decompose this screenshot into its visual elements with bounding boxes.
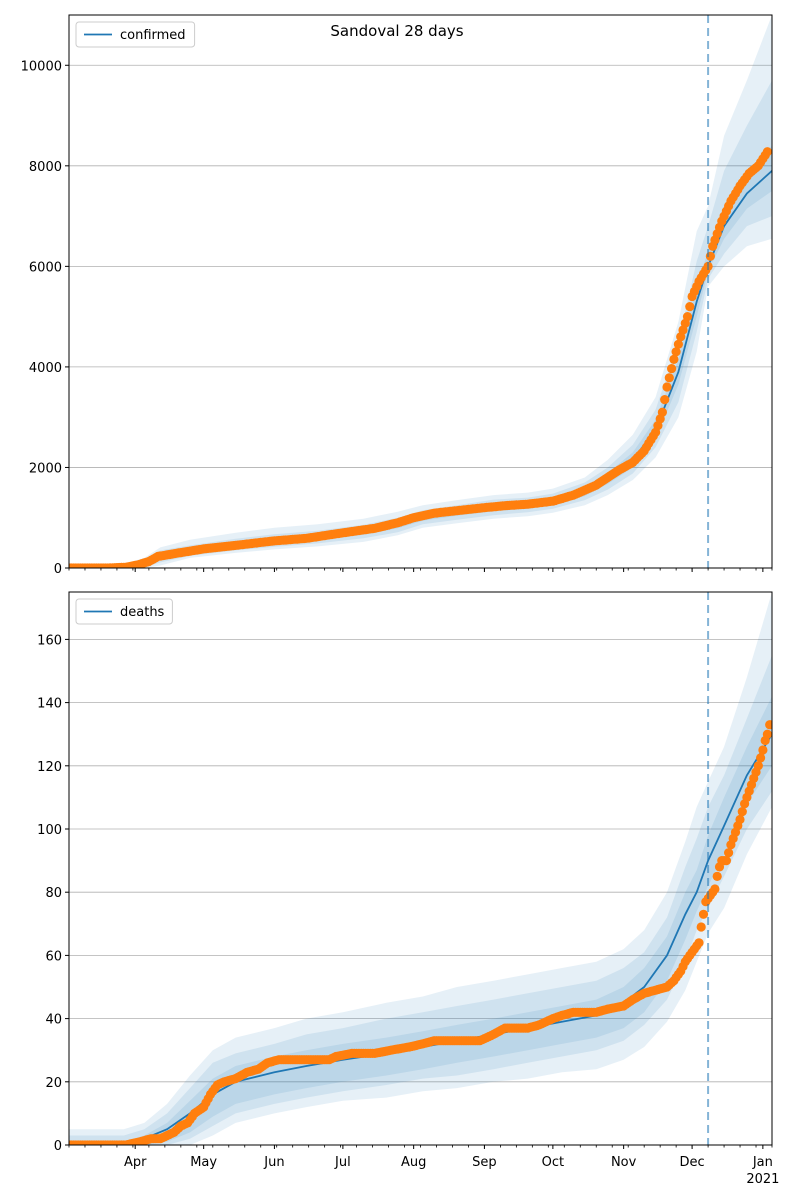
- x-tick-label: Aug: [401, 1155, 426, 1170]
- observed-point: [756, 753, 766, 763]
- x-tick-label: Sep: [472, 1155, 497, 1170]
- x-tick-label: Apr: [124, 1155, 147, 1170]
- observed-point: [692, 941, 702, 951]
- y-tick-label: 4000: [29, 361, 62, 376]
- y-tick-label: 0: [54, 1139, 62, 1154]
- legend-label: deaths: [120, 605, 165, 620]
- observed-point: [746, 780, 757, 790]
- y-tick-label: 140: [37, 697, 62, 712]
- uncertainty-band: [69, 145, 772, 568]
- observed-point: [687, 947, 697, 957]
- observed-point: [682, 954, 693, 964]
- uncertainty-band: [69, 592, 772, 1145]
- observed-point: [742, 792, 752, 803]
- x-tick-label: Jun: [263, 1155, 284, 1170]
- y-tick-label: 60: [45, 949, 62, 964]
- y-tick-label: 120: [37, 760, 62, 775]
- x-tick-label: Jul: [334, 1155, 351, 1170]
- y-tick-label: 100: [37, 823, 62, 838]
- observed-point: [203, 1094, 213, 1104]
- x-year-label: 2021: [746, 1172, 779, 1187]
- observed-point: [712, 871, 722, 882]
- deaths-panel: 0 20 40 60 80 100 120 140 160 Apr May Jun Jul Aug Sep O…: [37, 591, 779, 1187]
- y-tick-label: 80: [45, 886, 62, 901]
- y-tick-label: 10000: [21, 59, 62, 74]
- observed-point: [667, 364, 677, 374]
- legend-box: [75, 598, 173, 625]
- y-tick-label: 20: [45, 1076, 62, 1091]
- observed-point: [680, 318, 690, 328]
- observed-point: [724, 848, 734, 858]
- confirmed-panel: 0 2000 4000 6000 8000 10000 confirmed: [21, 14, 773, 577]
- y-tick-label: 8000: [29, 160, 62, 175]
- observed-point: [751, 767, 761, 777]
- x-tick-label: Nov: [611, 1155, 637, 1170]
- uncertainty-band: [69, 80, 772, 568]
- observed-point: [678, 961, 688, 972]
- uncertainty-band: [69, 696, 772, 1145]
- observed-point: [685, 302, 695, 312]
- observed-point: [671, 347, 681, 357]
- uncertainty-band: [69, 655, 772, 1145]
- y-tick-label: 160: [37, 633, 62, 648]
- x-tick-label: May: [190, 1155, 217, 1170]
- observed-point: [664, 373, 674, 383]
- observed-point: [762, 729, 772, 739]
- y-tick-label: 2000: [29, 461, 62, 476]
- observed-point: [737, 807, 747, 817]
- y-tick-label: 40: [45, 1013, 62, 1028]
- observed-point: [692, 281, 702, 292]
- y-tick-label: 6000: [29, 260, 62, 275]
- legend-box: [75, 21, 196, 48]
- observed-point: [673, 339, 684, 349]
- observed-point: [655, 414, 665, 424]
- legend: deaths: [75, 598, 173, 625]
- observed-point: [719, 856, 729, 866]
- observed-point: [760, 150, 770, 160]
- observed-point: [698, 909, 709, 919]
- observed-point: [648, 431, 658, 441]
- observed-point: [696, 922, 706, 932]
- axes-frame: [68, 14, 773, 569]
- observed-point: [728, 833, 738, 844]
- x-tick-label: Jan: [752, 1155, 773, 1170]
- chart-title: Sandoval 28 days: [330, 22, 463, 40]
- observed-point: [673, 969, 684, 980]
- x-tick-label: Oct: [542, 1155, 564, 1170]
- observed-point: [733, 821, 743, 831]
- observed-point: [765, 720, 772, 730]
- observed-point: [714, 222, 725, 232]
- x-tick-label: Dec: [680, 1155, 705, 1170]
- y-tick-label: 0: [54, 562, 62, 577]
- observed-point: [669, 354, 679, 364]
- observed-point: [724, 201, 734, 211]
- observed-point: [660, 395, 670, 405]
- uncertainty-band: [69, 15, 772, 568]
- legend: confirmed: [75, 21, 196, 48]
- legend-label: confirmed: [120, 28, 186, 43]
- observed-point: [758, 745, 768, 755]
- observed-point: [662, 382, 672, 392]
- observed-point: [733, 185, 743, 195]
- observed-point: [708, 887, 718, 897]
